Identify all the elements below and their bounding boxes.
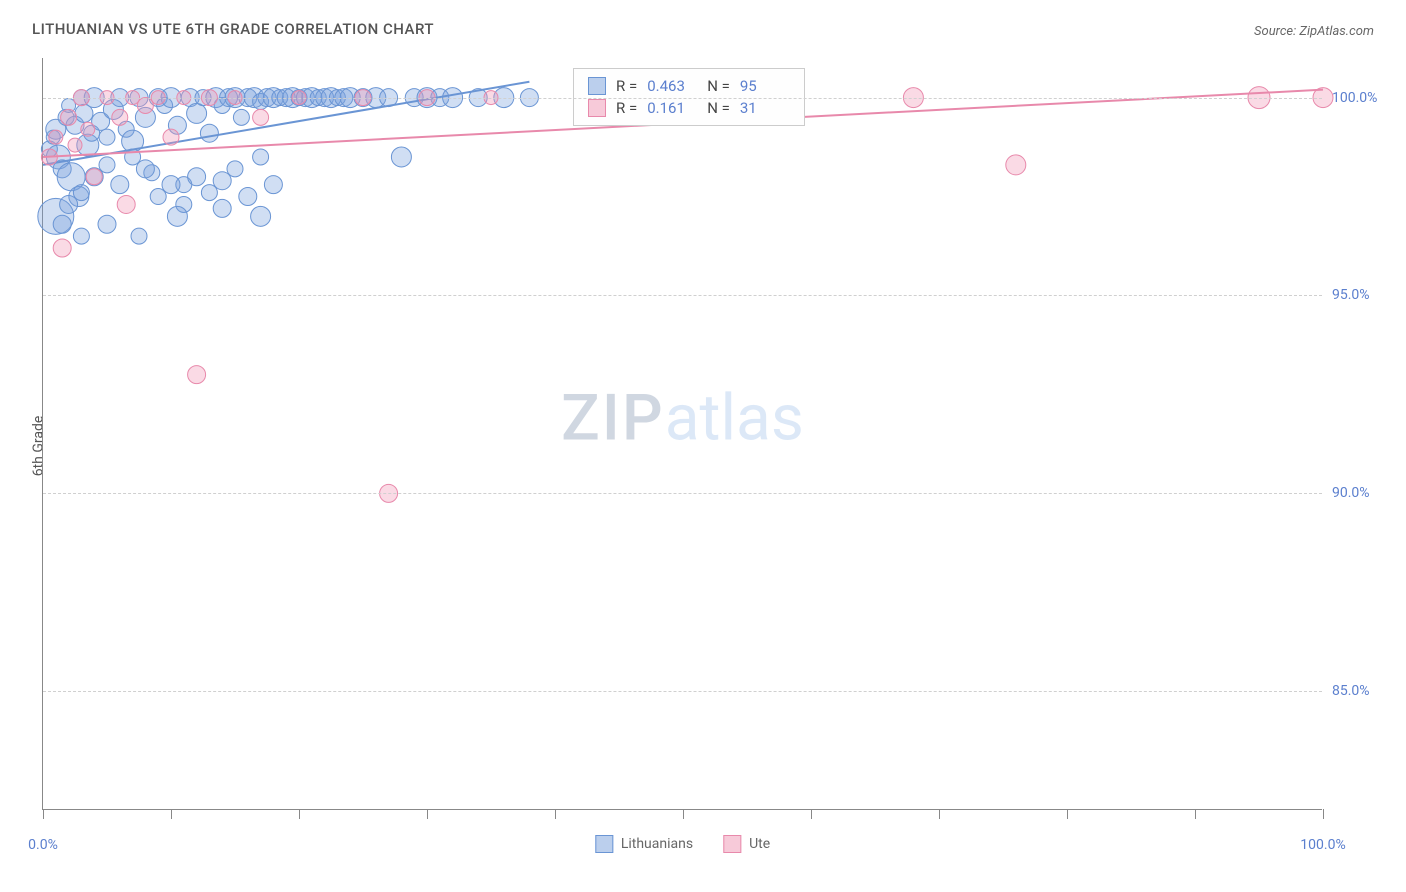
data-point: [188, 366, 206, 384]
data-point: [187, 103, 207, 123]
data-point: [188, 168, 206, 186]
data-point: [81, 122, 95, 136]
data-point: [73, 185, 89, 201]
x-tick: [1067, 809, 1068, 819]
data-point: [60, 195, 78, 213]
r-label: R =: [616, 77, 637, 95]
legend-label: Lithuanians: [621, 836, 693, 852]
r-value: 0.463: [647, 77, 697, 95]
data-point: [53, 215, 71, 233]
legend-label: Ute: [749, 836, 770, 852]
gridline: [43, 691, 1322, 692]
data-point: [1006, 155, 1026, 175]
n-label: N =: [707, 77, 730, 95]
data-point: [131, 228, 147, 244]
data-point: [162, 176, 180, 194]
x-tick: [43, 809, 44, 819]
data-point: [233, 109, 249, 125]
legend-item: Lithuanians: [595, 835, 693, 853]
x-tick: [811, 809, 812, 819]
y-tick-label: 90.0%: [1332, 485, 1392, 501]
data-point: [227, 161, 243, 177]
data-point: [213, 172, 231, 190]
data-point: [251, 206, 271, 226]
n-value: 31: [740, 99, 790, 117]
series-swatch: [588, 99, 606, 117]
stats-row: R = 0.161 N = 31: [588, 97, 790, 119]
legend-swatch: [723, 835, 741, 853]
chart-title: LITHUANIAN VS UTE 6TH GRADE CORRELATION …: [32, 20, 434, 38]
data-point: [391, 147, 411, 167]
r-label: R =: [616, 99, 637, 117]
data-point: [73, 228, 89, 244]
data-point: [98, 215, 116, 233]
data-point: [99, 129, 115, 145]
x-tick: [427, 809, 428, 819]
data-point: [264, 176, 282, 194]
x-tick: [683, 809, 684, 819]
x-tick: [1323, 809, 1324, 819]
plot-area: ZIPatlas R =0.463N =95R = 0.161N = 31 Li…: [42, 58, 1322, 810]
series-swatch: [588, 77, 606, 95]
legend-swatch: [595, 835, 613, 853]
x-tick-label: 0.0%: [28, 837, 58, 853]
data-point: [201, 185, 217, 201]
x-tick-label: 100.0%: [1300, 837, 1345, 853]
scatter-svg: [43, 58, 1322, 809]
data-point: [68, 138, 82, 152]
data-point: [53, 239, 71, 257]
data-point: [112, 109, 128, 125]
y-tick-label: 95.0%: [1332, 287, 1392, 303]
stats-row: R = 0.463 N = 95: [588, 75, 790, 97]
source-attribution: Source: ZipAtlas.com: [1254, 24, 1374, 39]
x-tick: [939, 809, 940, 819]
n-value: 95: [740, 77, 790, 95]
x-tick: [299, 809, 300, 819]
bottom-legend: Lithuanians Ute: [595, 835, 770, 853]
gridline: [43, 98, 1322, 99]
data-point: [239, 188, 257, 206]
x-tick: [555, 809, 556, 819]
y-tick-label: 100.0%: [1332, 90, 1392, 106]
data-point: [163, 129, 179, 145]
data-point: [136, 160, 154, 178]
data-point: [253, 109, 269, 125]
data-point: [86, 169, 102, 185]
x-tick: [171, 809, 172, 819]
n-label: N =: [707, 99, 730, 117]
y-tick-label: 85.0%: [1332, 683, 1392, 699]
data-point: [117, 195, 135, 213]
gridline: [43, 493, 1322, 494]
data-point: [137, 97, 153, 113]
data-point: [111, 176, 129, 194]
x-tick: [1195, 809, 1196, 819]
data-point: [253, 149, 269, 165]
data-point: [167, 206, 187, 226]
data-point: [213, 199, 231, 217]
r-value: 0.161: [647, 99, 697, 117]
data-point: [150, 189, 166, 205]
gridline: [43, 295, 1322, 296]
data-point: [61, 109, 77, 125]
data-point: [99, 157, 115, 173]
data-point: [49, 130, 63, 144]
data-point: [200, 124, 218, 142]
legend-item: Ute: [723, 835, 770, 853]
